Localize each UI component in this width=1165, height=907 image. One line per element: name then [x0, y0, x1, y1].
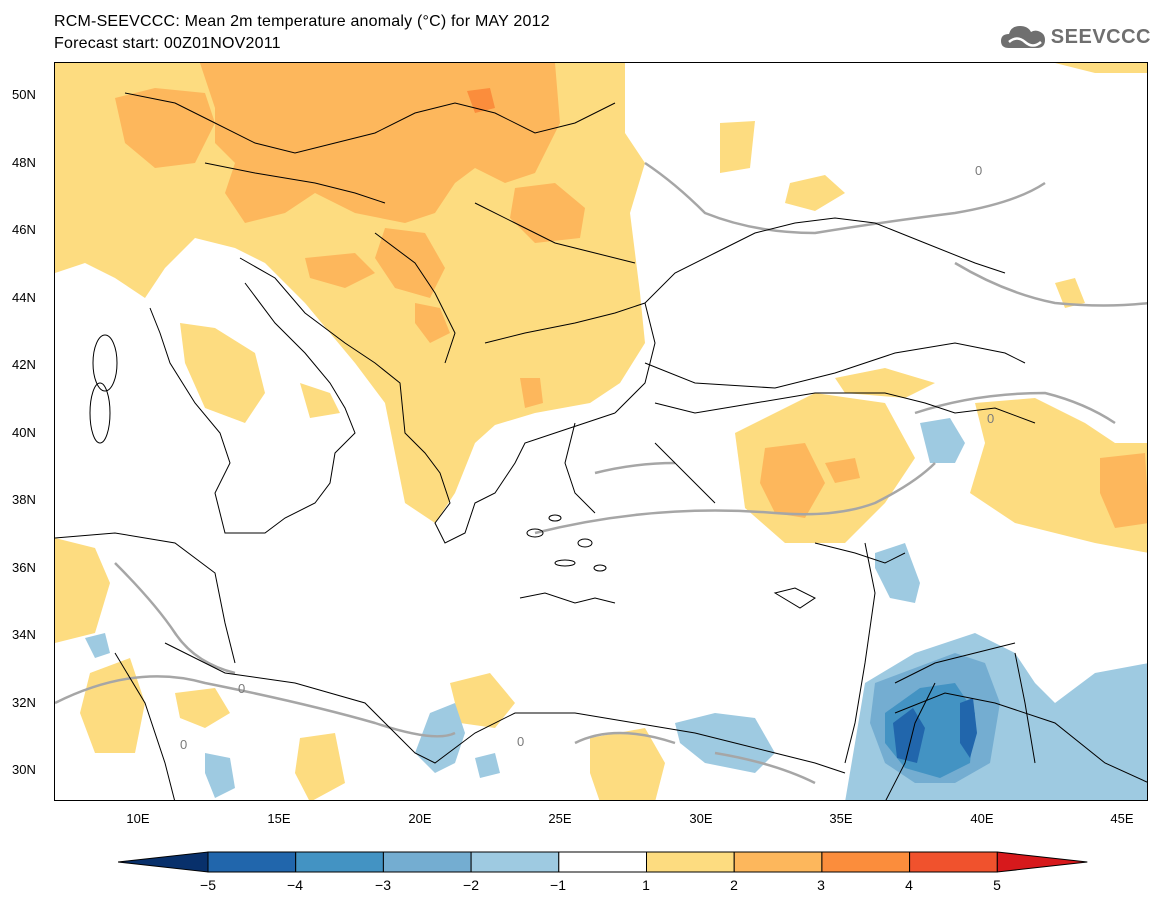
- colorbar-segment: [470, 851, 560, 873]
- map-frame: 0 0 0 0 0: [54, 62, 1148, 801]
- colorbar-label: 3: [817, 877, 825, 893]
- colorbar-label: 1: [642, 877, 650, 893]
- colorbar-label: −4: [287, 877, 303, 893]
- lon-label: 10E: [126, 811, 150, 826]
- contour-label: 0: [987, 411, 994, 426]
- lon-label: 35E: [829, 811, 853, 826]
- colorbar-label: 2: [730, 877, 738, 893]
- lat-label: 38N: [12, 492, 36, 507]
- lon-label: 20E: [408, 811, 432, 826]
- colorbar-arrow-high: [996, 851, 1088, 873]
- lat-label: 46N: [12, 222, 36, 237]
- anomaly-map: 0 0 0 0 0: [55, 63, 1147, 800]
- colorbar-segment: [207, 851, 297, 873]
- lat-label: 30N: [12, 762, 36, 777]
- lon-label: 30E: [689, 811, 713, 826]
- lat-label: 50N: [12, 87, 36, 102]
- coastline-borders: [55, 92, 1147, 800]
- lat-label: 32N: [12, 695, 36, 710]
- seevccc-logo: SEEVCCC: [999, 22, 1151, 52]
- lon-label: 45E: [1110, 811, 1134, 826]
- anomaly-minus4-minus5-region: [893, 698, 977, 763]
- lat-label: 40N: [12, 425, 36, 440]
- map-title: RCM-SEEVCCC: Mean 2m temperature anomaly…: [54, 13, 550, 30]
- lat-label: 44N: [12, 290, 36, 305]
- colorbar-label: −5: [200, 877, 216, 893]
- lat-label: 48N: [12, 155, 36, 170]
- anomaly-3-4-region: [467, 88, 495, 113]
- lat-label: 36N: [12, 560, 36, 575]
- colorbar-segment: [558, 851, 647, 873]
- colorbar-segment: [909, 851, 998, 873]
- colorbar-label: −1: [550, 877, 566, 893]
- colorbar-segment: [382, 851, 472, 873]
- colorbar-label: −2: [463, 877, 479, 893]
- logo-text: SEEVCCC: [1050, 25, 1151, 48]
- forecast-start-label: Forecast start: 00Z01NOV2011: [54, 35, 281, 52]
- colorbar: [118, 851, 1088, 873]
- contour-label: 0: [238, 681, 245, 696]
- colorbar-arrow-low: [118, 851, 209, 873]
- cloud-icon: [1000, 26, 1045, 48]
- contour-label: 0: [975, 163, 982, 178]
- contour-labels: 0 0 0 0 0: [180, 163, 994, 752]
- colorbar-label: 5: [993, 877, 1001, 893]
- aegean-islands: [89, 334, 816, 609]
- contour-label: 0: [180, 737, 187, 752]
- anomaly-2-3-region: [115, 63, 1147, 528]
- contour-label: 0: [517, 734, 524, 749]
- zero-contour-lines: [55, 161, 1147, 785]
- colorbar-segment: [821, 851, 911, 873]
- colorbar-label: −3: [375, 877, 391, 893]
- lon-label: 15E: [267, 811, 291, 826]
- colorbar-segment: [733, 851, 823, 873]
- lon-label: 40E: [970, 811, 994, 826]
- lat-label: 34N: [12, 627, 36, 642]
- colorbar-segment: [646, 851, 735, 873]
- colorbar-label: 4: [905, 877, 913, 893]
- lat-label: 42N: [12, 357, 36, 372]
- colorbar-segment: [295, 851, 384, 873]
- lon-label: 25E: [548, 811, 572, 826]
